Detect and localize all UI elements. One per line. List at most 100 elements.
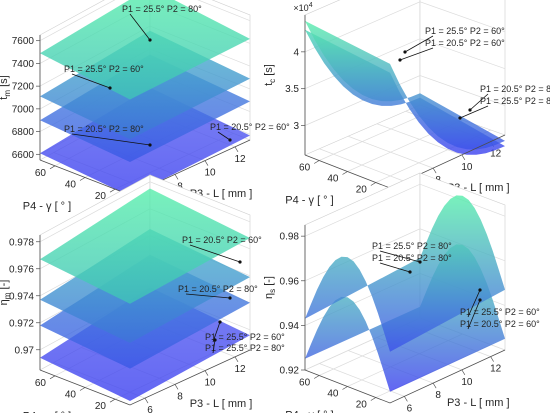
annotation-arrow	[217, 131, 231, 141]
z-tick-label: 4	[293, 47, 299, 58]
annotation-label: P1 = 25.5° P2 = 80°	[122, 4, 202, 14]
z-tick-label: 0.97	[15, 345, 35, 356]
y-tick	[370, 182, 377, 186]
annotation-arrow	[379, 262, 411, 273]
annotation-arrow-head	[398, 58, 402, 62]
annotation-label: P1 = 20.5° P2 = 60°	[210, 122, 290, 132]
y-tick	[49, 375, 56, 380]
annotation-arrow	[399, 47, 434, 61]
z-tick-label: 6800	[12, 127, 35, 138]
z-gridline	[304, 75, 506, 126]
annotation-arrow-head	[468, 108, 472, 112]
surfaces	[305, 20, 505, 155]
z-tick-label: 0.94	[280, 321, 300, 332]
y-tick	[370, 397, 377, 401]
annotation-arrow	[379, 250, 421, 263]
x-tick	[432, 382, 437, 389]
y-tick	[342, 386, 348, 390]
y-tick-label: 20	[95, 191, 107, 202]
floor-axis	[304, 349, 506, 404]
x-tick-label: 12	[234, 154, 246, 165]
z-tick-label: 3	[293, 121, 299, 132]
x-axis-label: P3 - L [ mm ]	[190, 398, 253, 410]
z-gridline	[304, 183, 506, 237]
z-label-unit: [-]	[0, 280, 10, 293]
y-tick	[49, 165, 56, 170]
surface-3	[40, 188, 250, 304]
y-tick	[313, 375, 320, 379]
z-label-symbol: η	[263, 293, 275, 299]
y-tick-label: 60	[35, 378, 47, 389]
annotation-arrow-head	[108, 86, 112, 90]
x-tick-label: 10	[204, 378, 216, 389]
surfaces	[40, 0, 250, 197]
x-tick-label: 6	[407, 403, 413, 413]
annotation-arrow-head	[408, 270, 412, 274]
y-tick-label: 40	[327, 174, 339, 185]
z-label-symbol: t	[0, 97, 10, 100]
x-tick	[432, 167, 437, 174]
z-label-symbol: t	[263, 83, 275, 86]
z-gridline	[304, 1, 506, 53]
annotation-arrow	[71, 133, 151, 146]
z-axis-label: ηs [-]	[263, 276, 277, 299]
x-tick-label: 12	[490, 149, 502, 160]
annotation-arrow-head	[238, 260, 242, 264]
z-tick-label: 3.5	[285, 84, 299, 95]
x-tick	[404, 396, 408, 402]
x-tick-label: 12	[234, 364, 246, 375]
x-axis-label: P3 - L [ mm ]	[190, 188, 253, 200]
y-tick-label: 20	[356, 400, 368, 411]
z-tick-label: 0.976	[9, 264, 34, 275]
z-tick-label: 0.974	[9, 291, 34, 302]
chart-panel-top-right: 33.54681012204060P3 - L [ mm ]P4 - γ [ °…	[263, 0, 550, 207]
y-tick	[109, 188, 116, 193]
z-label-unit: [s]	[263, 64, 275, 79]
z-label-subscript: m	[3, 90, 12, 97]
surfaces	[305, 195, 505, 392]
y-tick-label: 60	[35, 168, 47, 179]
y-tick	[313, 160, 320, 164]
y-tick-label: 60	[299, 163, 311, 174]
z-label-symbol: η	[0, 299, 10, 305]
y-tick	[79, 387, 86, 391]
annotation-label: P1 = 25.5° P2 = 80°	[372, 241, 452, 251]
z-label-subscript: s	[268, 289, 277, 293]
annotation-arrow	[467, 289, 481, 318]
annotation-arrow-head	[418, 260, 422, 264]
surfaces	[40, 188, 250, 401]
x-tick-label: 6	[147, 405, 153, 413]
annotation-label: P1 = 25.5° P2 = 60°	[64, 64, 144, 74]
annotation-arrow-head	[478, 288, 482, 292]
surface-3	[40, 0, 250, 100]
annotation-arrow-head	[213, 338, 217, 342]
z-tick-label: 0.92	[280, 366, 300, 377]
annotation-label: P1 = 20.5° P2 = 80°	[64, 124, 144, 134]
surface-1	[305, 20, 505, 150]
chart-panel-bottom-right: 0.92 0.94 0.96 0.98 6 8 10 12 20 40 60 P3 - L [ mm …	[263, 172, 540, 418]
y-tick-label: 20	[356, 185, 368, 196]
z-tick-label: 7600	[12, 36, 35, 47]
z-label-unit: [-]	[263, 276, 275, 289]
annotation-arrow	[467, 299, 481, 330]
annotation-label: P1 = 20.5° P2 = 80°	[480, 84, 550, 94]
annotation-arrow-head	[478, 298, 482, 302]
annotation-arrow-head	[403, 50, 407, 54]
x-tick-label: 8	[435, 390, 441, 401]
annotation-arrow	[212, 339, 216, 354]
annotation-label: P1 = 20.5° P2 = 80°	[372, 253, 452, 263]
y-tick-label: 60	[299, 378, 311, 389]
z-tick-label: 0.98	[280, 232, 300, 243]
annotation-arrow-head	[148, 38, 152, 42]
annotation-arrow	[185, 293, 231, 299]
x-tick	[461, 369, 466, 376]
annotation-arrow	[404, 35, 434, 53]
annotation-arrow-head	[148, 143, 152, 147]
y-tick	[342, 171, 348, 175]
z-label-subscript: m	[3, 292, 12, 299]
z-tick-label: 0.972	[9, 318, 34, 329]
z-tick-label: 6600	[12, 150, 35, 161]
annotation-arrow-head	[228, 138, 232, 142]
x-tick	[490, 356, 494, 362]
annotation-label: P1 = 20.5° P2 = 60°	[425, 38, 505, 48]
